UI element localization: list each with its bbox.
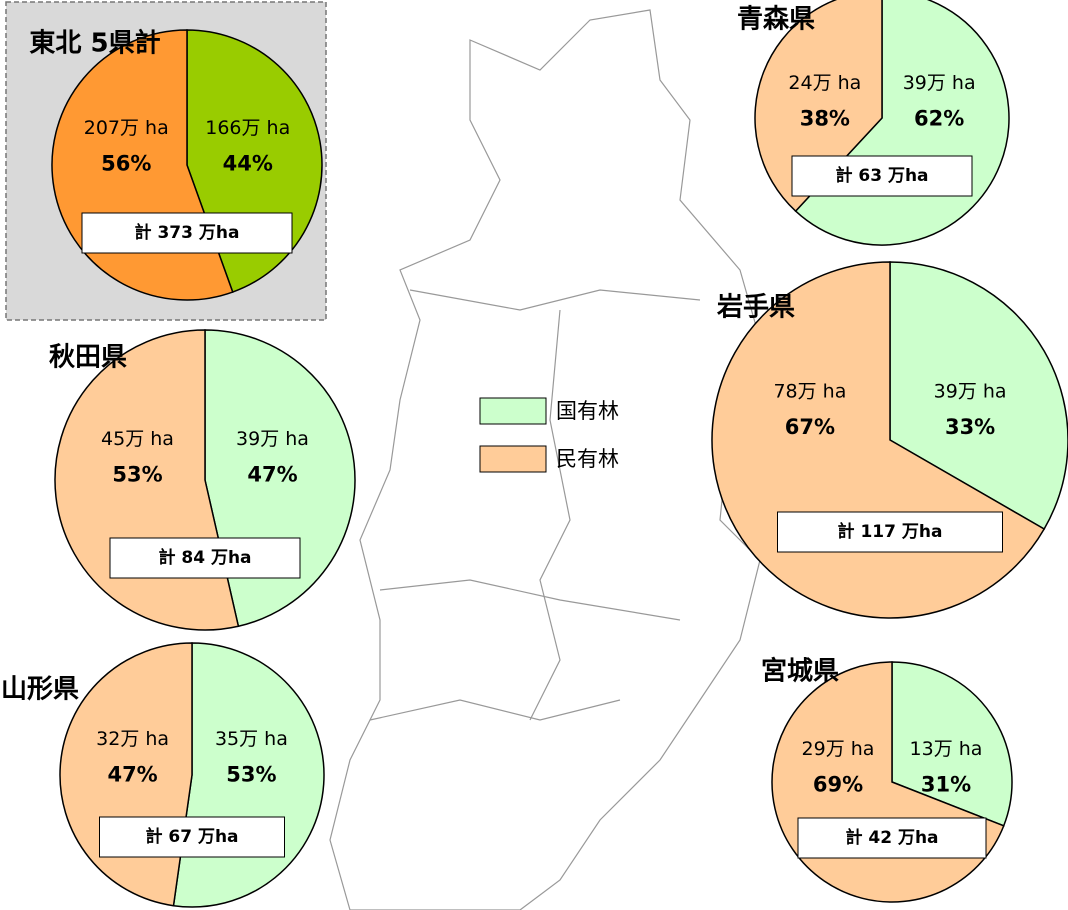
value-label: 39万 ha bbox=[934, 380, 1007, 402]
value-label: 78万 ha bbox=[773, 380, 846, 402]
percentage-label: 62% bbox=[914, 107, 964, 131]
value-label: 45万 ha bbox=[101, 428, 174, 450]
total-box bbox=[109, 537, 301, 579]
total-label: 計 373 万ha bbox=[135, 222, 240, 243]
legend-swatch bbox=[479, 445, 547, 473]
percentage-label: 33% bbox=[945, 415, 995, 439]
value-label: 39万 ha bbox=[236, 428, 309, 450]
chart-title: 岩手県 bbox=[716, 293, 795, 323]
pie-slice bbox=[891, 661, 1013, 827]
value-label: 39万 ha bbox=[903, 72, 976, 94]
percentage-label: 67% bbox=[785, 415, 835, 439]
pie-slice bbox=[754, 0, 883, 213]
value-label: 13万 ha bbox=[910, 738, 983, 760]
pie-slice bbox=[889, 261, 1068, 531]
percentage-label: 69% bbox=[813, 773, 863, 797]
total-box bbox=[791, 155, 973, 197]
total-label: 計 63 万ha bbox=[835, 165, 928, 186]
chart-title: 山形県 bbox=[1, 675, 79, 705]
legend-label: 国有林 bbox=[556, 399, 619, 423]
percentage-label: 31% bbox=[921, 773, 971, 797]
value-label: 207万 ha bbox=[84, 117, 169, 139]
legend-swatch bbox=[479, 397, 547, 425]
total-label: 計 84 万ha bbox=[158, 547, 251, 568]
value-label: 29万 ha bbox=[802, 738, 875, 760]
chart-title: 宮城県 bbox=[761, 656, 839, 687]
total-label: 計 67 万ha bbox=[145, 826, 238, 847]
percentage-label: 47% bbox=[107, 762, 157, 786]
percentage-label: 53% bbox=[112, 463, 162, 487]
percentage-label: 47% bbox=[247, 463, 297, 487]
total-box bbox=[99, 816, 285, 858]
value-label: 166万 ha bbox=[205, 117, 290, 139]
percentage-label: 56% bbox=[101, 152, 151, 176]
total-label: 計 42 万ha bbox=[845, 827, 938, 848]
value-label: 24万 ha bbox=[788, 72, 861, 94]
total-label: 計 117 万ha bbox=[838, 521, 943, 542]
total-box bbox=[777, 511, 1003, 553]
map bbox=[329, 9, 761, 910]
total-box bbox=[797, 817, 987, 859]
value-label: 35万 ha bbox=[215, 728, 288, 750]
percentage-label: 53% bbox=[226, 762, 276, 786]
chart-title: 東北 5県計 bbox=[29, 28, 160, 59]
chart-title: 秋田県 bbox=[49, 343, 127, 373]
value-label: 32万 ha bbox=[96, 728, 169, 750]
percentage-label: 44% bbox=[223, 152, 273, 176]
percentage-label: 38% bbox=[800, 107, 850, 131]
total-box bbox=[81, 212, 293, 254]
chart-title: 青森県 bbox=[737, 5, 815, 35]
legend-label: 民有林 bbox=[556, 447, 619, 471]
